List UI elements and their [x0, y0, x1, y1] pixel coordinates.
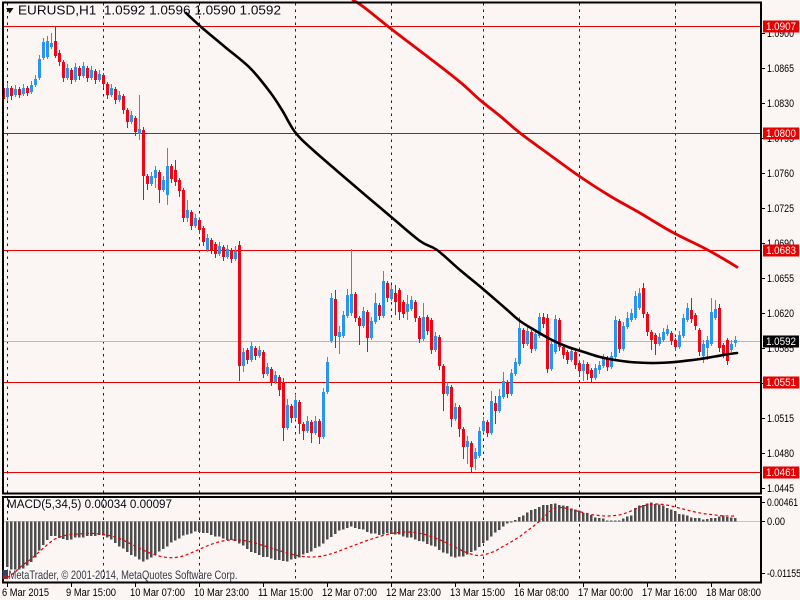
svg-text:16 Mar 08:00: 16 Mar 08:00 — [514, 587, 569, 599]
svg-text:1.0800: 1.0800 — [766, 128, 796, 140]
svg-text:1.0445: 1.0445 — [767, 483, 794, 495]
svg-text:13 Mar 15:00: 13 Mar 15:00 — [450, 587, 505, 599]
svg-text:1.0515: 1.0515 — [767, 413, 794, 425]
svg-text:1.0655: 1.0655 — [767, 273, 794, 285]
svg-text:0.00461: 0.00461 — [767, 497, 798, 509]
svg-text:MetaTrader, © 2001-2014, MetaQ: MetaTrader, © 2001-2014, MetaQuotes Soft… — [9, 568, 238, 582]
svg-text:18 Mar 08:00: 18 Mar 08:00 — [706, 587, 761, 599]
svg-text:1.0620: 1.0620 — [767, 308, 794, 320]
svg-text:1.0551: 1.0551 — [766, 377, 796, 389]
svg-text:1.0592: 1.0592 — [766, 336, 796, 348]
svg-text:1.0683: 1.0683 — [766, 245, 796, 257]
svg-text:12 Mar 23:00: 12 Mar 23:00 — [386, 587, 441, 599]
svg-text:1.0830: 1.0830 — [767, 98, 794, 110]
svg-text:12 Mar 07:00: 12 Mar 07:00 — [322, 587, 377, 599]
svg-text:EURUSD,H1 1.0592 1.0596 1.059: EURUSD,H1 1.0592 1.0596 1.0590 1.0592 — [18, 4, 281, 18]
svg-text:1.0865: 1.0865 — [767, 63, 794, 75]
svg-text:10 Mar 07:00: 10 Mar 07:00 — [130, 587, 185, 599]
svg-text:1.0461: 1.0461 — [766, 467, 796, 479]
svg-text:6 Mar 2015: 6 Mar 2015 — [2, 587, 49, 599]
svg-text:0.00: 0.00 — [767, 516, 785, 528]
svg-text:1.0480: 1.0480 — [767, 448, 794, 460]
svg-text:17 Mar 00:00: 17 Mar 00:00 — [578, 587, 633, 599]
svg-text:1.0760: 1.0760 — [767, 168, 794, 180]
svg-text:11 Mar 15:00: 11 Mar 15:00 — [258, 587, 313, 599]
svg-text:10 Mar 23:00: 10 Mar 23:00 — [194, 587, 249, 599]
svg-text:1.0725: 1.0725 — [767, 203, 794, 215]
svg-text:1.0907: 1.0907 — [766, 21, 796, 33]
svg-text:-0.01155: -0.01155 — [767, 568, 800, 580]
svg-text:9 Mar 15:00: 9 Mar 15:00 — [66, 587, 116, 599]
svg-text:17 Mar 16:00: 17 Mar 16:00 — [642, 587, 697, 599]
svg-text:MACD(5,34,5) 0.00034 0.00097: MACD(5,34,5) 0.00034 0.00097 — [7, 499, 172, 511]
